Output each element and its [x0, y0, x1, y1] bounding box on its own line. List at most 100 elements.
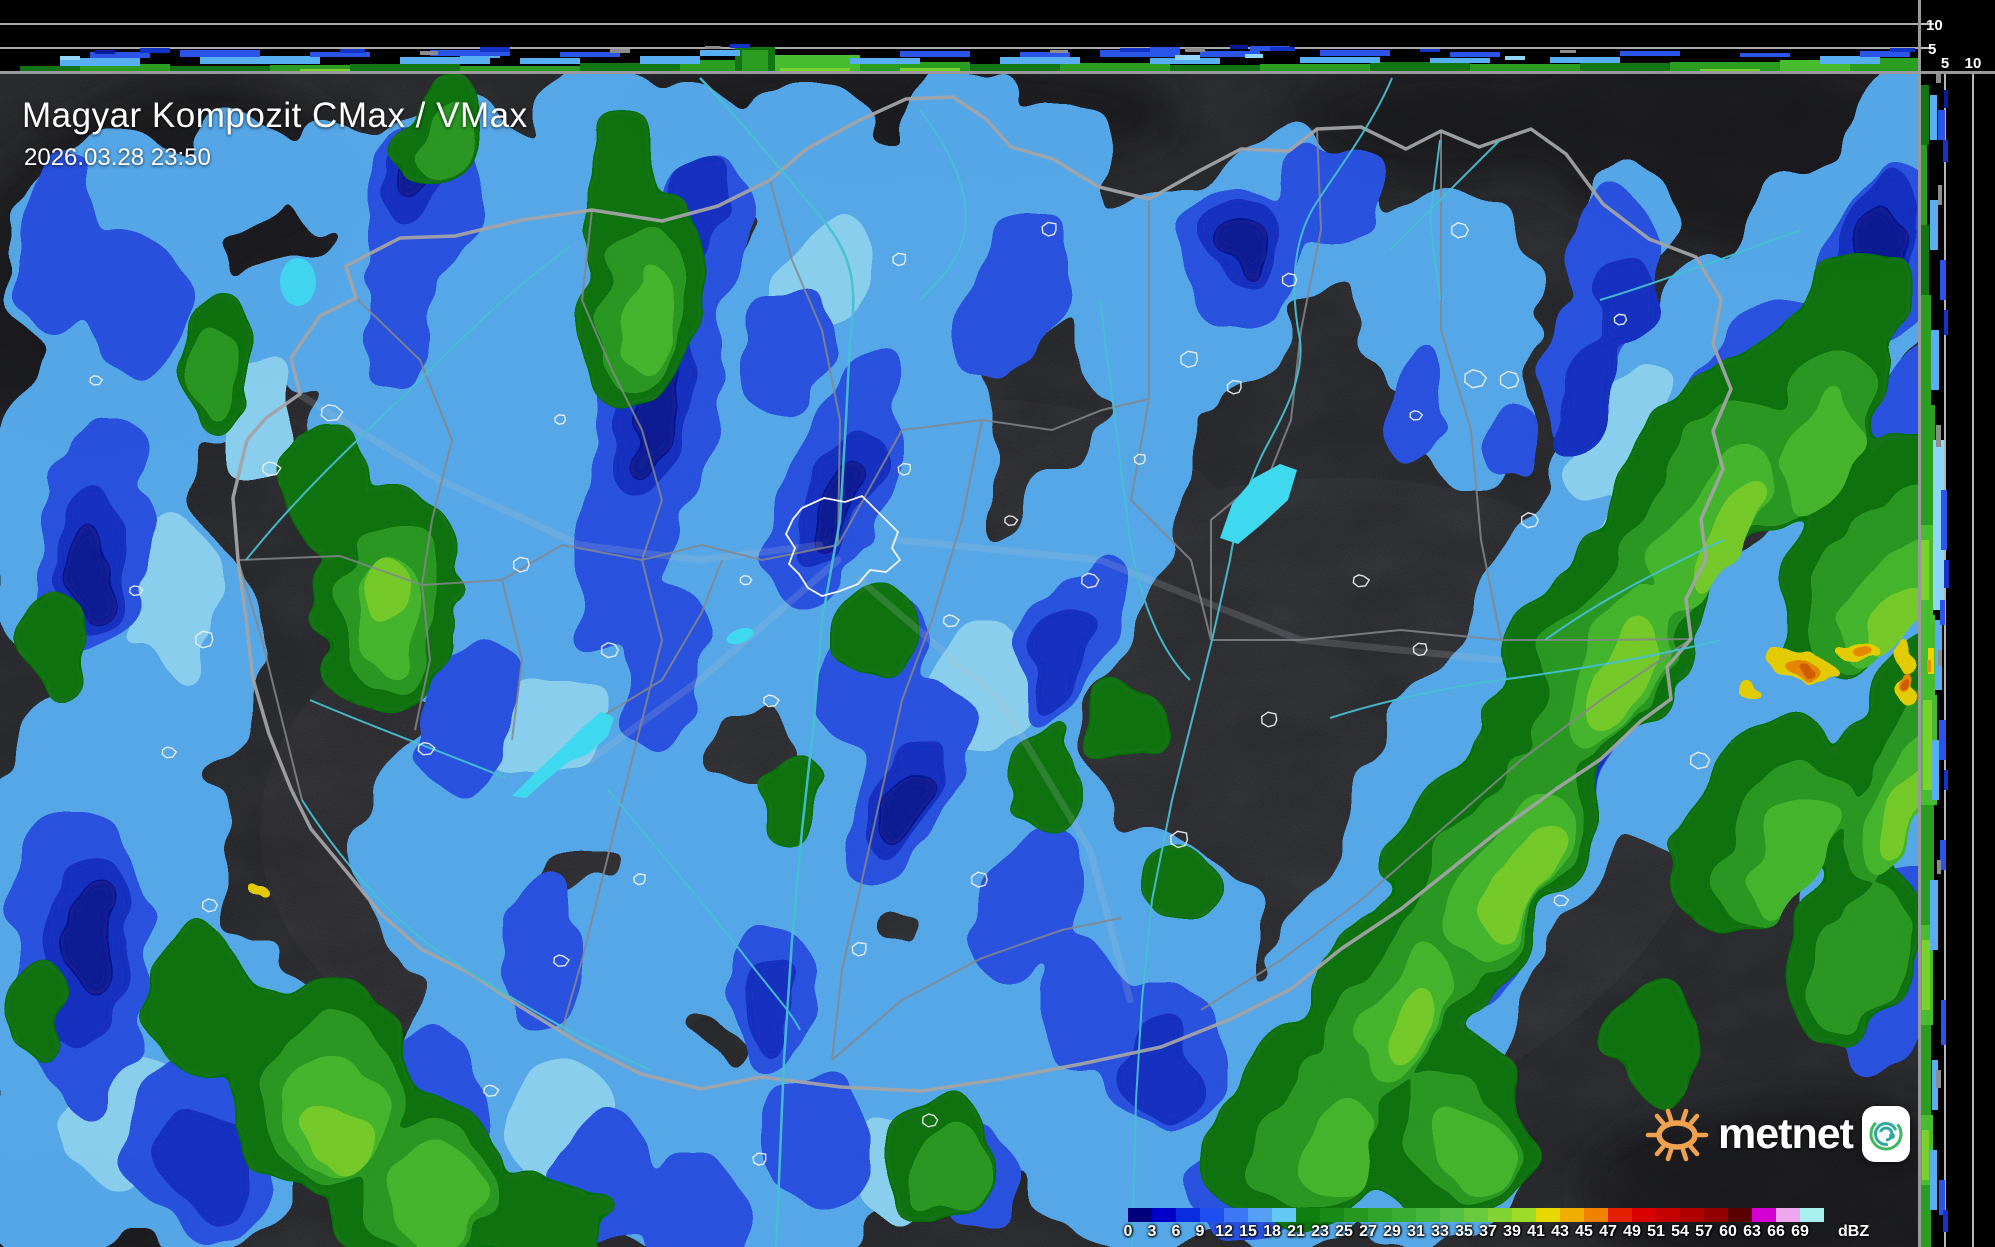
- settlement-outline: [1450, 222, 1470, 239]
- radar-echo: [1300, 1105, 1380, 1195]
- top-strip-echo: [95, 50, 115, 54]
- settlement-outlines: [89, 221, 1711, 1166]
- radar-echo: [500, 880, 590, 1020]
- top-strip-echo: [1550, 57, 1620, 63]
- legend-stop: 18: [1263, 1208, 1296, 1240]
- settlement-outline: [1412, 642, 1428, 657]
- top-strip-echo: [730, 44, 750, 48]
- legend-value-label: 45: [1575, 1223, 1593, 1240]
- legend-color-box: [1368, 1208, 1392, 1222]
- legend-color-box: [1248, 1208, 1272, 1222]
- right-strip-echo: [1938, 650, 1942, 666]
- top-strip-echo: [60, 58, 140, 66]
- top-strip-echo: [80, 64, 170, 71]
- legend-color-box: [1512, 1208, 1536, 1222]
- settlement-outline: [1041, 221, 1057, 237]
- radar-echo: [1852, 648, 1872, 658]
- settlement-outline: [1520, 512, 1540, 529]
- settlement-outline: [970, 871, 988, 888]
- top-strip-echo: [705, 46, 721, 49]
- right-strip-echo: [1931, 330, 1939, 390]
- legend-value-label: 54: [1671, 1223, 1689, 1240]
- radar-echo: [915, 1130, 985, 1210]
- top-strip-echo: [1700, 69, 1760, 71]
- legend-stop: 41: [1527, 1208, 1560, 1240]
- right-strip-echo: [1930, 1150, 1937, 1210]
- corner-axis-panel: 10 5 5 10: [1921, 0, 1995, 72]
- right-strip-echo: [1921, 225, 1929, 295]
- settlement-outline: [921, 1113, 939, 1128]
- corner-bg: [1921, 0, 1995, 71]
- settlement-outline: [1180, 350, 1199, 369]
- radar-echo: [1588, 625, 1662, 731]
- legend-color-box: [1224, 1208, 1248, 1222]
- top-strip-echo: [1370, 62, 1470, 71]
- legend-value-label: 27: [1359, 1223, 1377, 1240]
- radar-echo: [1280, 150, 1380, 250]
- legend-value-label: 25: [1335, 1223, 1353, 1240]
- legend-value-label: 33: [1431, 1223, 1449, 1240]
- top-strip-echo: [480, 47, 510, 52]
- right-strip-echo: [1944, 90, 1948, 108]
- top-strip-echo: [300, 69, 350, 71]
- danube-river: [699, 77, 855, 1247]
- legend-stop: 12: [1215, 1208, 1248, 1240]
- right-strip-echo: [1932, 740, 1939, 800]
- legend-stop: 57: [1695, 1208, 1728, 1240]
- right-strip-echo: [1936, 1070, 1941, 1088]
- radar-echo: [1777, 248, 1903, 412]
- top-strip-echoes: [20, 44, 1918, 71]
- legend-value-label: 43: [1551, 1223, 1569, 1240]
- metnet-app-icon: [1861, 1106, 1910, 1162]
- top-strip-echo: [1820, 56, 1880, 64]
- radar-echo: [979, 823, 1081, 977]
- legend-color-box: [1536, 1208, 1560, 1222]
- metnet-logo: metnet: [1645, 1102, 1910, 1166]
- right-strip-echo: [1930, 95, 1937, 140]
- top-strip-echo: [1185, 48, 1205, 52]
- top-strip-echo: [1560, 50, 1576, 53]
- settlement-outline: [512, 556, 530, 573]
- radar-echo: [1393, 350, 1447, 470]
- radar-echo: [620, 570, 700, 750]
- map-datetime: 2026.03.28 23:50: [24, 144, 211, 171]
- right-strip-echo: [1944, 310, 1948, 335]
- top-strip-echo: [1670, 62, 1780, 71]
- top-strip-echo: [1020, 52, 1070, 57]
- top-strip-echo: [1120, 48, 1150, 52]
- radar-echo: [1145, 840, 1215, 920]
- legend-color-box: [1632, 1208, 1656, 1222]
- legend-color-box: [1320, 1208, 1344, 1222]
- radar-echo: [1897, 642, 1915, 674]
- settlement-outline: [1464, 369, 1488, 389]
- radar-echo: [954, 216, 1066, 384]
- legend-stop: 29: [1383, 1208, 1416, 1240]
- radar-echo: [280, 420, 360, 540]
- top-strip-echo: [1100, 50, 1180, 57]
- radar-echo: [1010, 730, 1090, 830]
- top-strip-echo: [200, 56, 320, 64]
- horizontal-divider: [0, 71, 1995, 74]
- top-strip-echo: [1175, 55, 1200, 60]
- legend-color-box: [1440, 1208, 1464, 1222]
- top-strip-echo: [1245, 54, 1263, 58]
- radar-echo: [252, 886, 268, 894]
- lakes: [280, 258, 1297, 798]
- legend-stop: 23: [1311, 1208, 1344, 1240]
- radar-echo: [835, 585, 905, 675]
- radar-echo: [650, 1160, 750, 1247]
- radar-echo: [1738, 683, 1762, 697]
- right-strip-echo: [1944, 560, 1949, 588]
- legend-value-label: 6: [1171, 1223, 1181, 1240]
- top-strip-echo: [1200, 51, 1260, 57]
- radar-echo: [1480, 400, 1540, 480]
- settlement-outline: [194, 630, 214, 649]
- legend-color-box: [1296, 1208, 1320, 1222]
- settlement-outline: [161, 746, 178, 759]
- legend-color-box: [1488, 1208, 1512, 1222]
- echo-layer-G4: [310, 483, 1918, 1180]
- top-strip-echo: [140, 48, 170, 53]
- radar-echo: [1010, 100, 1110, 200]
